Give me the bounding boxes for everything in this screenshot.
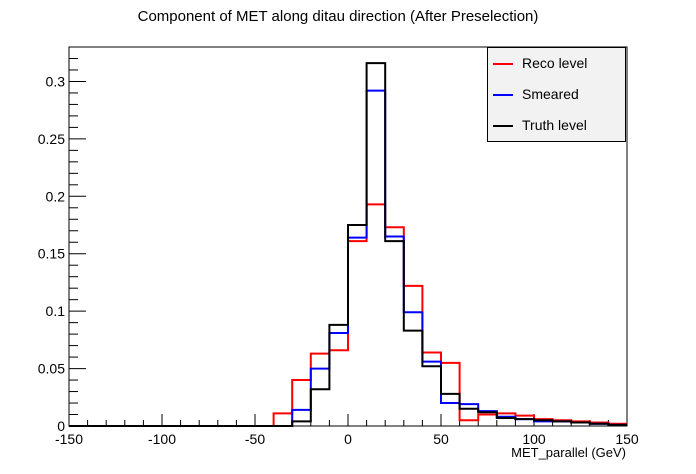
legend-label-reco: Reco level — [522, 55, 588, 71]
legend-swatch-smeared — [493, 94, 513, 96]
legend-entry-smeared: Smeared — [488, 83, 627, 107]
y-tick-label: 0.2 — [46, 188, 66, 204]
y-tick-label: 0 — [57, 418, 65, 434]
x-tick-label: -50 — [245, 431, 265, 447]
x-tick-label: 50 — [433, 431, 449, 447]
legend-entry-truth: Truth level — [488, 114, 627, 138]
legend-swatch-truth — [493, 125, 513, 127]
legend-label-smeared: Smeared — [522, 86, 579, 102]
x-tick-label: 0 — [344, 431, 352, 447]
chart-title: Component of MET along ditau direction (… — [137, 8, 539, 25]
legend-label-truth: Truth level — [522, 117, 587, 133]
series-truth-level-line — [69, 62, 627, 427]
y-tick-label: 0.25 — [38, 131, 65, 147]
legend-entry-reco: Reco level — [488, 52, 627, 76]
y-tick-label: 0.1 — [46, 303, 66, 319]
y-tick-label: 0.05 — [38, 361, 65, 377]
legend-swatch-reco — [493, 63, 513, 65]
x-tick-label: 150 — [615, 431, 639, 447]
x-tick-label: -100 — [148, 431, 176, 447]
x-tick-label: 100 — [522, 431, 546, 447]
y-tick-label: 0.15 — [38, 246, 65, 262]
y-tick-label: 0.3 — [46, 73, 66, 89]
x-axis-label: MET_parallel (GeV) — [511, 445, 626, 460]
x-tick-label: -150 — [55, 431, 83, 447]
legend: Reco level Smeared Truth level — [487, 47, 626, 142]
